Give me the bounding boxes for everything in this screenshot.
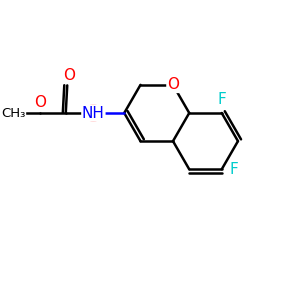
Text: O: O: [34, 95, 46, 110]
Text: CH₃: CH₃: [1, 106, 26, 119]
Text: F: F: [230, 162, 239, 177]
Text: O: O: [167, 77, 179, 92]
Text: F: F: [218, 92, 226, 107]
Text: O: O: [63, 68, 75, 82]
Ellipse shape: [82, 104, 104, 122]
Text: NH: NH: [82, 106, 105, 121]
